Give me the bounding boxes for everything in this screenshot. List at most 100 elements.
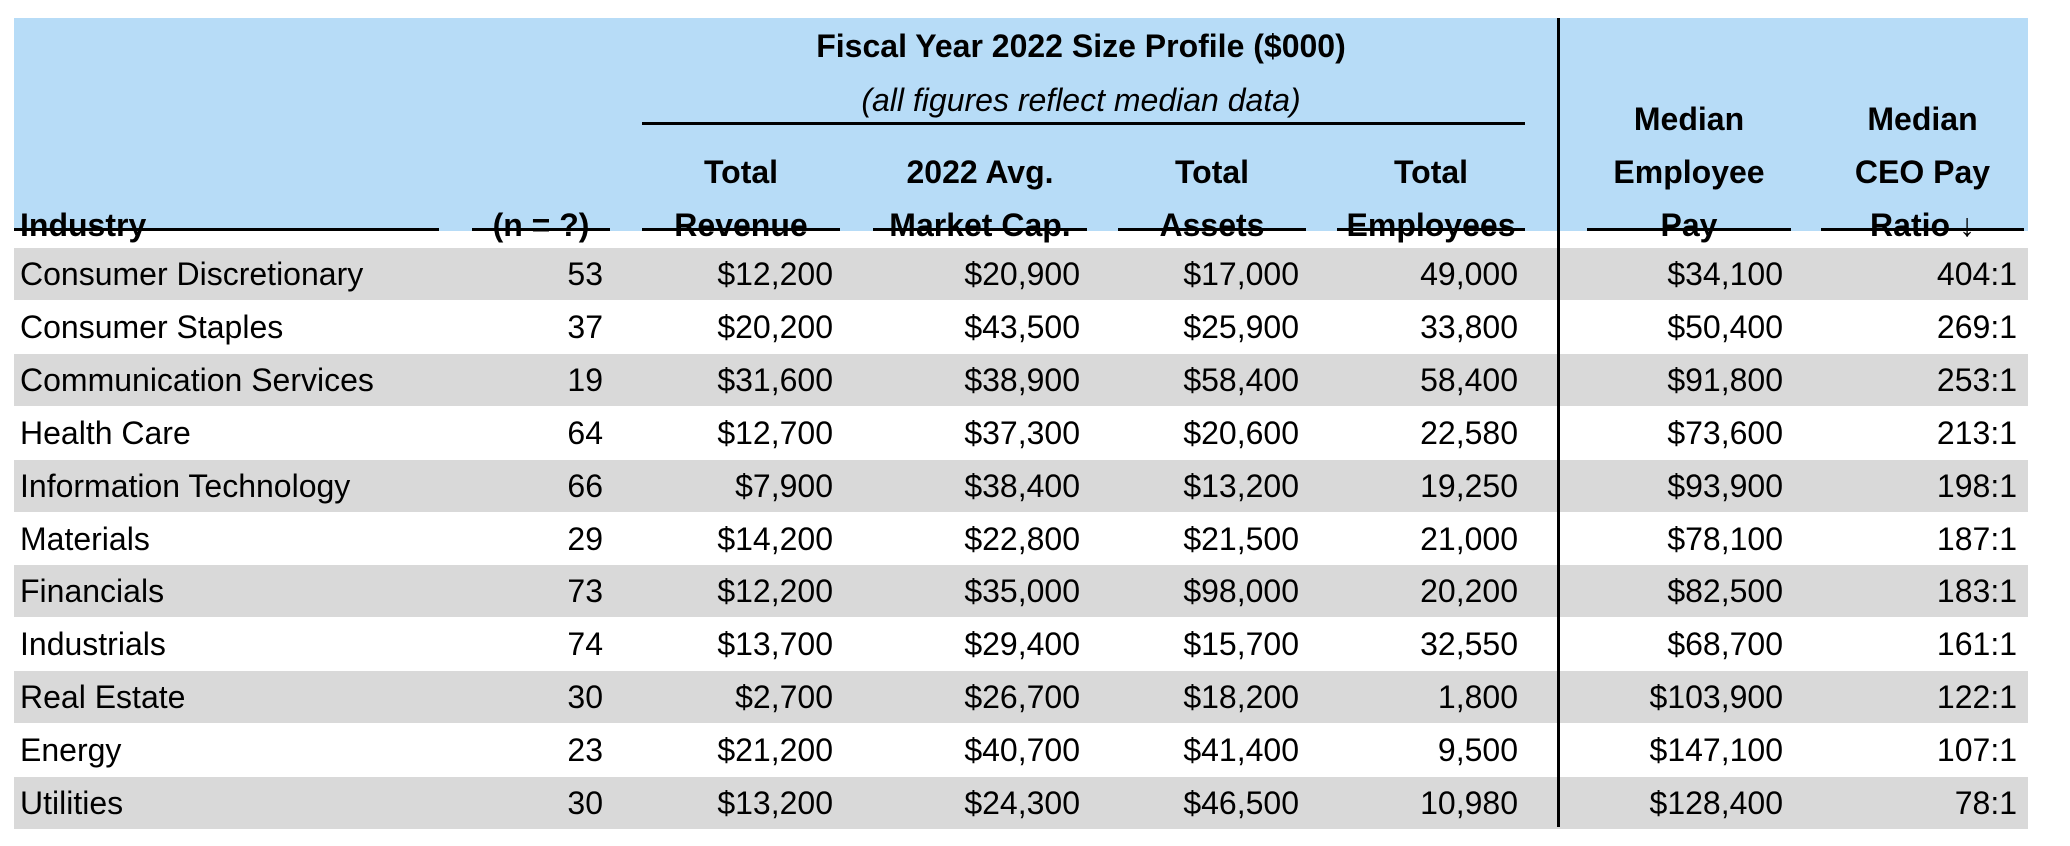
cell-ceo-ratio: 183:1 (1936, 573, 2017, 609)
col-header-employees: Total (1393, 154, 1469, 190)
col-header-industry: Industry (20, 207, 147, 243)
col-header-revenue: Revenue (674, 207, 808, 243)
cell-n: 66 (567, 468, 603, 504)
col-header-revenue: Total (703, 154, 779, 190)
cell-ceo-ratio: 78:1 (1954, 785, 2017, 821)
cell-n: 30 (567, 679, 603, 715)
table-row (14, 671, 2028, 723)
cell-employees: 19,250 (1420, 468, 1518, 504)
cell-employee-pay: $147,100 (1649, 732, 1783, 768)
col-underline-assets (1118, 228, 1306, 231)
cell-n: 37 (567, 309, 603, 345)
cell-market-cap: $40,700 (964, 732, 1080, 768)
table-row (14, 460, 2028, 512)
col-underline-industry (14, 228, 439, 231)
cell-industry: Consumer Staples (20, 309, 284, 345)
cell-revenue: $13,200 (717, 785, 833, 821)
cell-n: 23 (567, 732, 603, 768)
cell-assets: $25,900 (1183, 309, 1299, 345)
cell-industry: Health Care (20, 415, 191, 451)
cell-employee-pay: $78,100 (1667, 521, 1783, 557)
cell-n: 29 (567, 521, 603, 557)
cell-assets: $18,200 (1183, 679, 1299, 715)
cell-employee-pay: $103,900 (1649, 679, 1783, 715)
cell-ceo-ratio: 198:1 (1936, 468, 2017, 504)
cell-employees: 20,200 (1420, 573, 1518, 609)
cell-employees: 58,400 (1420, 362, 1518, 398)
cell-assets: $17,000 (1183, 256, 1299, 292)
col-underline-employee-pay (1587, 228, 1791, 231)
cell-employee-pay: $34,100 (1667, 256, 1783, 292)
cell-revenue: $13,700 (717, 626, 833, 662)
cell-industry: Communication Services (20, 362, 374, 398)
vertical-divider (1557, 18, 1560, 827)
cell-employee-pay: $91,800 (1667, 362, 1783, 398)
cell-ceo-ratio: 269:1 (1936, 309, 2017, 345)
cell-n: 19 (567, 362, 603, 398)
cell-employee-pay: $68,700 (1667, 626, 1783, 662)
cell-market-cap: $22,800 (964, 521, 1080, 557)
cell-revenue: $12,200 (717, 573, 833, 609)
group-underline (642, 122, 1525, 125)
group-title: Fiscal Year 2022 Size Profile ($000) (816, 28, 1346, 64)
table-row (14, 565, 2028, 617)
cell-assets: $58,400 (1183, 362, 1299, 398)
cell-market-cap: $43,500 (964, 309, 1080, 345)
cell-industry: Materials (20, 521, 150, 557)
cell-revenue: $12,700 (717, 415, 833, 451)
col-header-ceo-ratio: Ratio ↓ (1870, 207, 1975, 243)
cell-assets: $13,200 (1183, 468, 1299, 504)
table-row (14, 777, 2028, 829)
cell-assets: $21,500 (1183, 521, 1299, 557)
cell-employee-pay: $82,500 (1667, 573, 1783, 609)
cell-ceo-ratio: 122:1 (1936, 679, 2017, 715)
cell-industry: Real Estate (20, 679, 186, 715)
cell-industry: Utilities (20, 785, 124, 821)
cell-assets: $20,600 (1183, 415, 1299, 451)
col-header-ceo-ratio: CEO Pay (1854, 154, 1991, 190)
cell-revenue: $2,700 (735, 679, 833, 715)
col-underline-n (472, 228, 610, 231)
table-row (14, 354, 2028, 406)
cell-market-cap: $37,300 (964, 415, 1080, 451)
cell-assets: $15,700 (1183, 626, 1299, 662)
cell-market-cap: $26,700 (964, 679, 1080, 715)
col-header-employee-pay: Employee (1613, 154, 1765, 190)
col-header-assets: Total (1174, 154, 1250, 190)
cell-employees: 33,800 (1420, 309, 1518, 345)
cell-market-cap: $29,400 (964, 626, 1080, 662)
col-underline-employees (1337, 228, 1525, 231)
cell-n: 64 (567, 415, 603, 451)
col-underline-revenue (642, 228, 840, 231)
cell-ceo-ratio: 253:1 (1936, 362, 2017, 398)
cell-market-cap: $38,400 (964, 468, 1080, 504)
cell-revenue: $7,900 (735, 468, 833, 504)
cell-revenue: $31,600 (717, 362, 833, 398)
cell-n: 73 (567, 573, 603, 609)
group-subtitle: (all figures reflect median data) (861, 82, 1301, 118)
cell-ceo-ratio: 187:1 (1936, 521, 2017, 557)
cell-employee-pay: $128,400 (1649, 785, 1783, 821)
cell-employees: 10,980 (1420, 785, 1518, 821)
cell-ceo-ratio: 213:1 (1936, 415, 2017, 451)
cell-employee-pay: $50,400 (1667, 309, 1783, 345)
col-header-market-cap: Market Cap. (889, 207, 1071, 243)
cell-industry: Consumer Discretionary (20, 256, 364, 292)
cell-market-cap: $38,900 (964, 362, 1080, 398)
cell-market-cap: $20,900 (964, 256, 1080, 292)
cell-n: 30 (567, 785, 603, 821)
cell-assets: $98,000 (1183, 573, 1299, 609)
cell-revenue: $14,200 (717, 521, 833, 557)
cell-employees: 1,800 (1437, 679, 1518, 715)
col-header-market-cap: 2022 Avg. (906, 154, 1054, 190)
col-header-employees: Employees (1346, 207, 1516, 243)
cell-revenue: $21,200 (717, 732, 833, 768)
col-header-employee-pay: Pay (1660, 207, 1718, 243)
col-header-n: (n = ?) (492, 207, 590, 243)
cell-employees: 9,500 (1437, 732, 1518, 768)
cell-employees: 21,000 (1420, 521, 1518, 557)
cell-assets: $41,400 (1183, 732, 1299, 768)
cell-employees: 49,000 (1420, 256, 1518, 292)
cell-industry: Financials (20, 573, 165, 609)
